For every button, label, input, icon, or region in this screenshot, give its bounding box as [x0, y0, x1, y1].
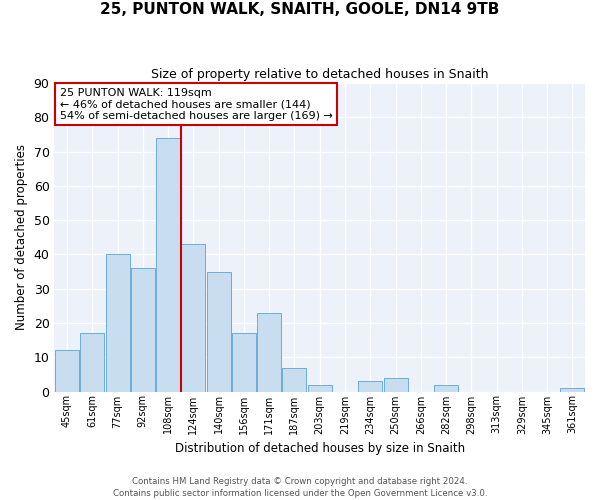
Text: Contains HM Land Registry data © Crown copyright and database right 2024.
Contai: Contains HM Land Registry data © Crown c… — [113, 476, 487, 498]
Bar — [181, 244, 205, 392]
Text: 25 PUNTON WALK: 119sqm
← 46% of detached houses are smaller (144)
54% of semi-de: 25 PUNTON WALK: 119sqm ← 46% of detached… — [60, 88, 332, 121]
Bar — [206, 272, 230, 392]
Bar — [358, 381, 382, 392]
Bar — [232, 333, 256, 392]
Bar — [55, 350, 79, 392]
Bar — [560, 388, 584, 392]
Bar — [257, 312, 281, 392]
Bar — [283, 368, 307, 392]
Title: Size of property relative to detached houses in Snaith: Size of property relative to detached ho… — [151, 68, 488, 80]
Bar — [434, 384, 458, 392]
Bar — [156, 138, 180, 392]
X-axis label: Distribution of detached houses by size in Snaith: Distribution of detached houses by size … — [175, 442, 465, 455]
Bar — [131, 268, 155, 392]
Text: 25, PUNTON WALK, SNAITH, GOOLE, DN14 9TB: 25, PUNTON WALK, SNAITH, GOOLE, DN14 9TB — [100, 2, 500, 18]
Y-axis label: Number of detached properties: Number of detached properties — [15, 144, 28, 330]
Bar — [106, 254, 130, 392]
Bar — [308, 384, 332, 392]
Bar — [80, 333, 104, 392]
Bar — [383, 378, 407, 392]
